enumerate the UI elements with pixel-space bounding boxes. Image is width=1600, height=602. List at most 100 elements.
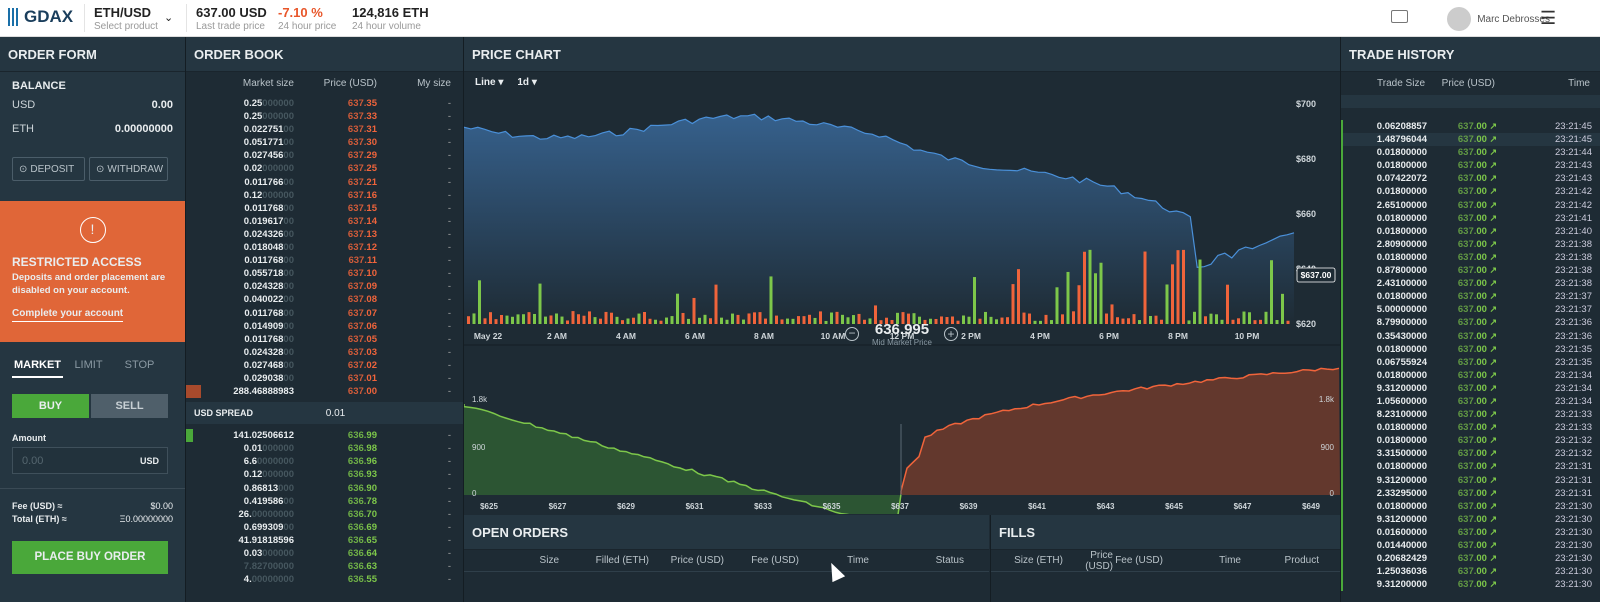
- order-book-row[interactable]: 0.01176800 637.07-: [186, 307, 463, 320]
- order-book-row[interactable]: 41.91818596 636.65-: [186, 534, 463, 547]
- order-book-row[interactable]: 0.41958600 636.78-: [186, 495, 463, 508]
- order-book-row[interactable]: 0.01804800 637.12-: [186, 241, 463, 254]
- volume-bar: [1006, 317, 1009, 324]
- order-book-row[interactable]: 4.00000000 636.55-: [186, 573, 463, 586]
- complete-account-link[interactable]: Complete your account: [12, 308, 124, 322]
- volume-bar: [522, 314, 525, 324]
- deposit-button[interactable]: ⊙ DEPOSIT: [12, 157, 85, 181]
- order-book-row[interactable]: 0.01961700 637.14-: [186, 215, 463, 228]
- order-book-row[interactable]: 0.03000000 636.64-: [186, 547, 463, 560]
- order-book-row[interactable]: 0.04002200 637.08-: [186, 293, 463, 306]
- volume-bar: [808, 314, 811, 324]
- volume-bar: [577, 314, 580, 324]
- order-book-row[interactable]: 26.00000000 636.70-: [186, 508, 463, 521]
- order-book-row[interactable]: 0.01176800 637.05-: [186, 333, 463, 346]
- price-int: 636.: [347, 548, 367, 559]
- order-book-row[interactable]: 0.05571800 637.10-: [186, 267, 463, 280]
- order-book-row[interactable]: 0.12000000 636.93-: [186, 468, 463, 481]
- order-book-row[interactable]: 0.02432600 637.13-: [186, 228, 463, 241]
- order-book-row[interactable]: 0.02275100 637.31-: [186, 123, 463, 136]
- menu-icon[interactable]: ☰: [1540, 8, 1557, 28]
- price-int: 636.: [347, 574, 367, 586]
- order-book-row[interactable]: 7.82700000 636.63-: [186, 560, 463, 573]
- trade-size: 2.80900000: [1376, 238, 1427, 250]
- volume-bar: [797, 316, 800, 324]
- volume-bar: [934, 318, 938, 324]
- order-book-row[interactable]: 0.02745600 637.29-: [186, 149, 463, 162]
- zoom-out-icon[interactable]: −: [845, 327, 859, 341]
- order-book-row[interactable]: 0.02432800 637.09-: [186, 280, 463, 293]
- order-book-row[interactable]: 0.02432800 637.03-: [186, 346, 463, 359]
- trade-time: 23:21:43: [1555, 173, 1592, 185]
- price-int: 637.: [347, 228, 367, 240]
- price-dec: 00: [1476, 265, 1487, 277]
- trade-price: 637.00 ↗: [1427, 447, 1497, 460]
- volume-bar: [1121, 318, 1125, 324]
- order-book-row[interactable]: 0.02000000 637.25-: [186, 162, 463, 175]
- order-book-row[interactable]: 0.05177100 637.30-: [186, 136, 463, 149]
- volume-bar: [775, 315, 778, 324]
- x-tick-label: 2 PM: [961, 331, 981, 341]
- spread-row: USD SPREAD 0.01: [186, 402, 463, 425]
- order-book-row[interactable]: 0.12000000 637.16-: [186, 189, 463, 202]
- price-dec: 00: [1476, 121, 1487, 132]
- tab-limit[interactable]: LIMIT: [74, 359, 103, 371]
- withdraw-button[interactable]: ⊙ WITHDRAW: [89, 157, 168, 181]
- x-tick-label: 4 AM: [616, 331, 636, 341]
- trade-time: 23:21:41: [1555, 212, 1592, 224]
- order-book-row[interactable]: 0.01176800 637.11-: [186, 254, 463, 267]
- size-padding: 000000: [262, 443, 294, 455]
- place-buy-order-button[interactable]: PLACE BUY ORDER: [12, 541, 168, 574]
- row-size: 0.01176800: [186, 254, 294, 267]
- zoom-in-icon[interactable]: +: [944, 327, 958, 341]
- price-change: -7.10 % 24 hour price: [278, 5, 336, 32]
- interval-select[interactable]: 1d ▾: [517, 77, 536, 89]
- price-dec: 00: [1476, 238, 1487, 250]
- order-book-row[interactable]: 6.60000000 636.96-: [186, 455, 463, 468]
- product-selector[interactable]: ETH/USD Select product ⌄: [94, 5, 186, 32]
- order-book-row[interactable]: 0.02746800 637.02-: [186, 359, 463, 372]
- depth-bar: [186, 429, 193, 443]
- chat-icon[interactable]: [1391, 10, 1408, 23]
- row-my-size: -: [447, 548, 451, 559]
- chart-type-select[interactable]: Line ▾: [475, 77, 503, 89]
- gdax-logo[interactable]: GDAX: [8, 7, 73, 27]
- amount-input[interactable]: 0.00: [22, 455, 44, 467]
- row-size: 0.03000000: [186, 547, 294, 560]
- order-book-row[interactable]: 0.01176800 637.15-: [186, 202, 463, 215]
- price-dec: 14: [366, 215, 377, 227]
- row-my-size: -: [447, 359, 451, 371]
- sell-button[interactable]: SELL: [91, 394, 168, 418]
- order-book-row[interactable]: 0.01176600 637.21-: [186, 176, 463, 189]
- tab-market[interactable]: MARKET: [12, 359, 63, 378]
- price-dec: 69: [366, 521, 377, 533]
- order-book-row[interactable]: 0.02903800 637.01-: [186, 372, 463, 385]
- buy-button[interactable]: BUY: [12, 394, 89, 418]
- price-int: 637.: [1457, 409, 1477, 421]
- last-price-label: Last trade price: [196, 21, 265, 32]
- row-price: 637.06: [294, 320, 377, 333]
- amount-field[interactable]: 0.00 USD: [12, 447, 168, 474]
- tab-stop[interactable]: STOP: [124, 359, 155, 371]
- order-book-row[interactable]: 0.25000000 637.35-: [186, 97, 463, 110]
- order-book-row[interactable]: 288.46888983 637.00-: [186, 385, 463, 399]
- trade-row: 0.06208857 637.00 ↗ 23:21:45: [1343, 120, 1600, 133]
- order-book-row[interactable]: 141.02506612 636.99-: [186, 429, 463, 443]
- fills-col: Time: [1219, 555, 1241, 566]
- volume-bar: [1143, 251, 1147, 324]
- volume-bar: [1231, 319, 1235, 324]
- depth-x-label: $639: [960, 502, 978, 511]
- order-book-row[interactable]: 0.86813000 636.90-: [186, 482, 463, 495]
- order-book-row[interactable]: 0.01000000 636.98-: [186, 442, 463, 455]
- volume-bar: [929, 318, 932, 324]
- user-menu[interactable]: Marc Debrosses: [1447, 7, 1550, 31]
- volume-bar: [791, 318, 795, 324]
- order-book-row[interactable]: 0.69930900 636.69-: [186, 521, 463, 534]
- size-value: 0.018048: [243, 242, 284, 254]
- order-book-row[interactable]: 0.25000000 637.33-: [186, 110, 463, 123]
- x-tick-label: 12 PM: [890, 331, 915, 341]
- up-arrow-icon: ↗: [1486, 199, 1497, 210]
- up-arrow-icon: ↗: [1486, 186, 1497, 197]
- volume-bar: [626, 318, 630, 324]
- order-book-row[interactable]: 0.01490900 637.06-: [186, 320, 463, 333]
